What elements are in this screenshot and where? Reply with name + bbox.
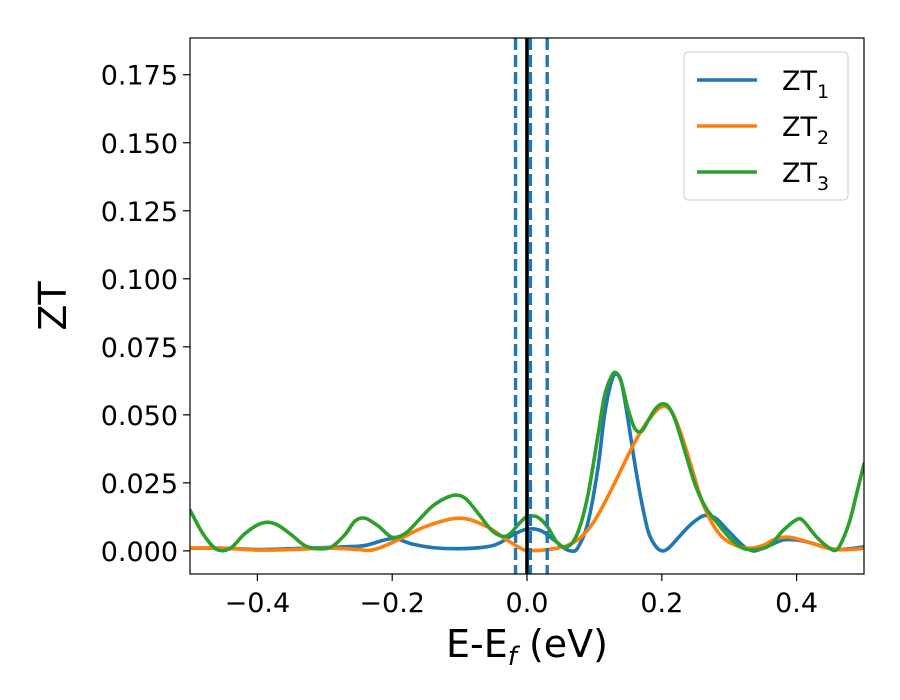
y-tick-label: 0.000 [101, 537, 178, 568]
x-tick-label: 0.2 [640, 588, 683, 619]
reference-lines [513, 38, 549, 574]
y-axis: 0.000 0.025 0.050 0.075 0.100 0.125 0.150 0.175 [101, 61, 190, 568]
legend-box [683, 51, 849, 201]
x-tick-label: −0.2 [359, 588, 425, 619]
legend-label-zt3: ZT3 [782, 158, 829, 195]
y-tick-label: 0.125 [101, 197, 178, 228]
y-tick-label: 0.075 [101, 333, 178, 364]
x-tick-label: −0.4 [225, 588, 291, 619]
series-line-zt2 [190, 404, 864, 553]
x-tick-label: 0.4 [775, 588, 818, 619]
series-line-zt3 [190, 370, 864, 553]
x-tick-label: 0.0 [506, 588, 549, 619]
y-tick-label: 0.100 [101, 265, 178, 296]
legend: ZT1 ZT2 ZT3 [683, 51, 849, 201]
y-axis-label: ZT [31, 281, 75, 331]
series-lines [190, 370, 864, 554]
x-axis-label-main: E-E [446, 622, 508, 666]
y-tick-label: 0.175 [101, 61, 178, 92]
y-tick-label: 0.025 [101, 469, 178, 500]
y-tick-label: 0.050 [101, 401, 178, 432]
x-axis-label-unit: (eV) [517, 622, 608, 666]
x-axis-label: E-Ef (eV) [446, 622, 608, 672]
legend-label-zt1: ZT1 [782, 66, 829, 103]
x-axis: −0.4 −0.2 0.0 0.2 0.4 [225, 574, 818, 619]
y-tick-label: 0.150 [101, 129, 178, 160]
legend-label-zt2: ZT2 [782, 112, 829, 149]
